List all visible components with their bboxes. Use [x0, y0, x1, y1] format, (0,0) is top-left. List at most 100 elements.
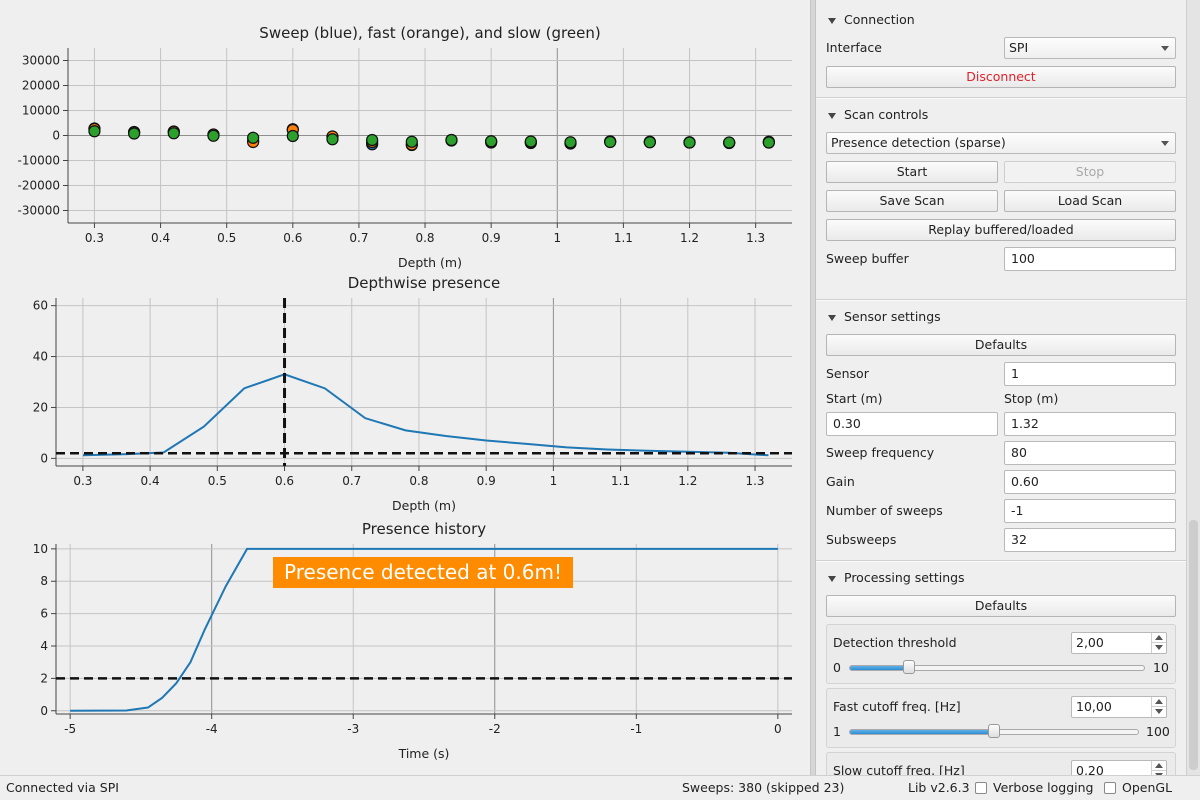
verbose-logging-checkbox[interactable]	[975, 782, 987, 794]
history-xtick-label: -3	[347, 722, 359, 736]
fast-cutoff-spinbox[interactable]: 10,00	[1071, 696, 1167, 718]
sweep-point-slow	[485, 135, 498, 148]
history-xtick-label: -2	[489, 722, 501, 736]
spin-up-icon[interactable]	[1151, 697, 1166, 707]
save-scan-button[interactable]: Save Scan	[826, 190, 998, 212]
threshold-spinbox[interactable]: 2,00	[1071, 632, 1167, 654]
sweep-xtick-label: 0.6	[283, 231, 302, 245]
disconnect-button[interactable]: Disconnect	[826, 66, 1176, 88]
sensor-defaults-button[interactable]: Defaults	[826, 334, 1176, 356]
stop-button[interactable]: Stop	[1004, 161, 1176, 183]
threshold-slider[interactable]	[849, 660, 1145, 674]
connection-header[interactable]: Connection	[828, 11, 915, 29]
sweep-point-slow	[762, 136, 775, 149]
sweep-point-slow	[564, 136, 577, 149]
range-start-input[interactable]: 0.30	[826, 412, 998, 436]
panel-splitter[interactable]	[810, 0, 816, 775]
sweep-point-slow	[445, 133, 458, 147]
load-scan-button[interactable]: Load Scan	[1004, 190, 1176, 212]
connection-status: Connected via SPI	[6, 780, 119, 795]
depthwise-axes	[51, 298, 792, 471]
presence-detected-banner: Presence detected at 0.6m!	[273, 557, 573, 588]
threshold-label: Detection threshold	[833, 635, 957, 650]
plots-canvas[interactable]: 0.3 0.4 0.5 0.6 0.7 0.8 0.9 1 1.1 1.2 1.3-30000-20…	[0, 0, 810, 775]
sweep-point-slow	[643, 136, 656, 149]
sweep-point-slow	[683, 136, 696, 149]
depthwise-ytick-label: 20	[33, 400, 48, 414]
sweeps-counter: Sweeps: 380 (skipped 23)	[682, 780, 845, 795]
sweep-point-slow	[405, 135, 418, 148]
sweep-ytick-label: -30000	[17, 204, 60, 218]
gain-input[interactable]: 0.60	[1004, 470, 1176, 494]
panel-scrollbar[interactable]	[1186, 0, 1200, 775]
range-stop-input[interactable]: 1.32	[1004, 412, 1176, 436]
collapse-triangle-icon	[828, 575, 836, 582]
subsweeps-input[interactable]: 32	[1004, 528, 1176, 552]
depthwise-xtick-label: 0.4	[141, 474, 160, 488]
sensor-label: Sensor	[826, 366, 869, 381]
collapse-triangle-icon	[828, 314, 836, 321]
slow-cutoff-spinbox[interactable]: 0,20	[1071, 760, 1167, 775]
sweep-buffer-input[interactable]: 100	[1004, 247, 1176, 271]
spin-down-icon[interactable]	[1151, 706, 1166, 717]
depthwise-xtick-label: 1	[550, 474, 558, 488]
sweep-point-slow	[524, 135, 537, 148]
sweep-xtick-label: 0.5	[217, 231, 236, 245]
fast-cutoff-label: Fast cutoff freq. [Hz]	[833, 699, 961, 714]
history-ytick-label: 8	[40, 574, 48, 588]
spin-down-icon[interactable]	[1151, 770, 1166, 775]
scan-mode-select[interactable]: Presence detection (sparse)	[826, 132, 1176, 154]
sweep-frequency-input[interactable]: 80	[1004, 441, 1176, 465]
scrollbar-thumb[interactable]	[1189, 520, 1198, 770]
collapse-triangle-icon	[828, 112, 836, 119]
sweep-xlabel: Depth (m)	[398, 255, 462, 270]
sweep-frequency-label: Sweep frequency	[826, 445, 935, 460]
plot-area: 0.3 0.4 0.5 0.6 0.7 0.8 0.9 1 1.1 1.2 1.3 -30000 -20…	[0, 0, 810, 775]
number-of-sweeps-input[interactable]: -1	[1004, 499, 1176, 523]
threshold-min-label: 0	[833, 660, 841, 675]
depthwise-xlabel: Depth (m)	[392, 498, 456, 513]
depthwise-ytick-label: 0	[40, 451, 48, 465]
history-ytick-label: 0	[40, 704, 48, 718]
fast-cutoff-slider[interactable]	[849, 724, 1139, 738]
processing-defaults-button[interactable]: Defaults	[826, 595, 1176, 617]
sensor-input[interactable]: 1	[1004, 362, 1176, 386]
sweep-point-slow	[167, 127, 180, 140]
opengl-label[interactable]: OpenGL	[1122, 780, 1173, 795]
sweep-point-slow	[88, 125, 101, 138]
spin-up-icon[interactable]	[1151, 633, 1166, 643]
depthwise-xtick-label: 0.5	[208, 474, 227, 488]
depthwise-xtick-label: 1.3	[745, 474, 764, 488]
sweep-point-slow	[247, 131, 260, 144]
history-ytick-label: 2	[40, 671, 48, 685]
interface-select[interactable]: SPI	[1004, 37, 1176, 59]
history-ytick-label: 10	[33, 542, 48, 556]
sweep-xtick-label: 1.2	[680, 231, 699, 245]
status-bar: Connected via SPI Sweeps: 380 (skipped 2…	[0, 775, 1200, 800]
fast-cutoff-min-label: 1	[833, 724, 841, 739]
history-xtick-label: -4	[206, 722, 218, 736]
depthwise-xtick-label: 0.6	[275, 474, 294, 488]
sweep-point-slow	[604, 135, 617, 149]
sweep-point-slow	[286, 129, 299, 143]
slider-handle[interactable]	[902, 660, 915, 674]
depthwise-title: Depthwise presence	[348, 274, 501, 292]
sweep-xtick-label: 0.9	[482, 231, 501, 245]
threshold-group: Detection threshold 2,00 0 10	[826, 624, 1176, 684]
processing-settings-header[interactable]: Processing settings	[828, 569, 965, 587]
sweep-ytick-label: -10000	[17, 154, 60, 168]
slow-cutoff-label: Slow cutoff freq. [Hz]	[833, 763, 965, 775]
replay-button[interactable]: Replay buffered/loaded	[826, 219, 1176, 241]
opengl-checkbox[interactable]	[1104, 782, 1116, 794]
start-button[interactable]: Start	[826, 161, 998, 183]
slider-handle[interactable]	[988, 724, 1000, 738]
depthwise-plot-background	[56, 298, 792, 466]
spin-down-icon[interactable]	[1151, 642, 1166, 653]
history-ytick-label: 6	[40, 607, 48, 621]
scan-controls-header[interactable]: Scan controls	[828, 106, 928, 124]
depthwise-presence-line	[82, 373, 769, 457]
sensor-settings-header[interactable]: Sensor settings	[828, 308, 941, 326]
verbose-logging-label[interactable]: Verbose logging	[993, 780, 1094, 795]
spin-up-icon[interactable]	[1151, 761, 1166, 771]
sweep-xtick-label: 0.7	[349, 231, 368, 245]
